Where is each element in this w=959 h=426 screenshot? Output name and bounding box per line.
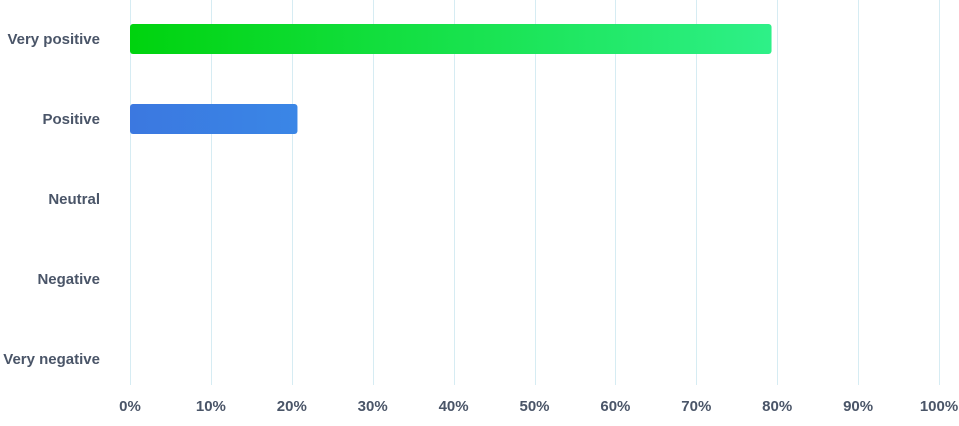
x-tick-label: 70% (681, 398, 711, 415)
x-tick-label: 100% (920, 398, 958, 415)
x-tick-label: 90% (843, 398, 873, 415)
category-label: Negative (37, 271, 100, 288)
x-tick-label: 80% (762, 398, 792, 415)
category-label: Very negative (3, 351, 100, 368)
x-tick-label: 60% (600, 398, 630, 415)
x-tick-label: 0% (119, 398, 141, 415)
bar (130, 104, 298, 134)
bars (130, 24, 772, 134)
grid-lines (130, 0, 940, 385)
bar (130, 24, 772, 54)
x-tick-label: 20% (277, 398, 307, 415)
x-tick-label: 40% (439, 398, 469, 415)
category-labels: Very positive Positive Neutral Negative Very… (3, 31, 100, 368)
x-axis-tick-labels: 0% 10% 20% 30% 40% 50% 60% 70% 80% 90% 100% (119, 398, 958, 415)
x-tick-label: 50% (519, 398, 549, 415)
category-label: Positive (42, 111, 100, 128)
x-tick-label: 10% (196, 398, 226, 415)
x-tick-label: 30% (358, 398, 388, 415)
category-label: Very positive (7, 31, 100, 48)
category-label: Neutral (48, 191, 100, 208)
